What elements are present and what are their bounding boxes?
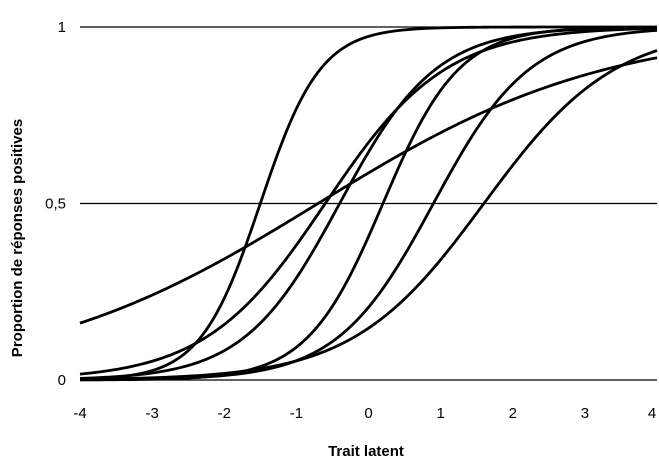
- curve-6: [79, 28, 658, 382]
- y-tick-labels: 00,51: [45, 19, 66, 389]
- curve-1: [79, 25, 657, 381]
- x-tick-label: 2: [509, 405, 517, 422]
- x-tick-label: -3: [145, 405, 158, 422]
- x-tick-label: -1: [290, 405, 303, 422]
- x-tick-label: 0: [364, 405, 372, 422]
- curve-5: [79, 56, 658, 325]
- x-axis-title: Trait latent: [328, 443, 404, 460]
- y-tick-label: 0: [58, 372, 66, 389]
- x-tick-label: 1: [436, 405, 444, 422]
- x-tick-label: 3: [581, 405, 589, 422]
- y-axis-title: Proportion de réponses positives: [9, 119, 26, 357]
- curve-4: [79, 27, 658, 376]
- x-tick-label: 4: [648, 405, 656, 422]
- x-tick-labels: -4 -3 -2 -1 0 1 2 3 4: [73, 405, 656, 422]
- x-tick-label: -2: [218, 405, 231, 422]
- y-tick-label: 0,5: [45, 196, 66, 213]
- y-tick-label: 1: [58, 19, 66, 36]
- curves-group: [79, 25, 658, 382]
- curve-3: [79, 26, 658, 380]
- curve-7: [79, 49, 658, 381]
- x-tick-label: -4: [73, 405, 86, 422]
